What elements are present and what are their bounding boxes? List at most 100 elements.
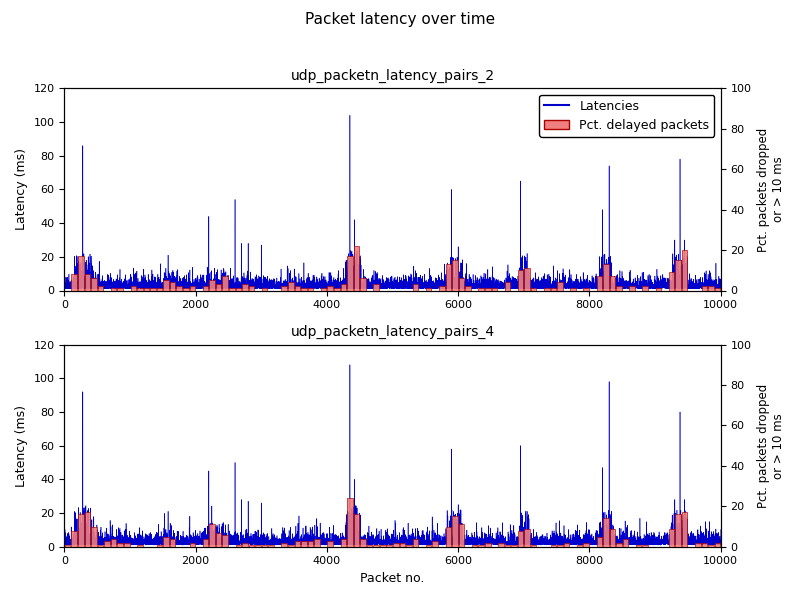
Bar <box>374 545 379 547</box>
Bar <box>202 539 208 547</box>
Bar <box>550 289 556 290</box>
Bar <box>308 541 314 547</box>
Bar <box>157 289 162 290</box>
Bar <box>118 542 123 547</box>
Bar <box>170 283 175 290</box>
Bar <box>714 289 720 290</box>
Bar <box>583 289 589 290</box>
Legend: Latencies, Pct. delayed packets: Latencies, Pct. delayed packets <box>539 95 714 137</box>
Bar <box>163 536 169 547</box>
Bar <box>452 260 458 290</box>
X-axis label: Packet no.: Packet no. <box>360 572 425 585</box>
Bar <box>157 545 162 547</box>
Bar <box>144 289 150 290</box>
Bar <box>708 286 714 290</box>
Bar <box>177 286 182 290</box>
Bar <box>386 545 392 547</box>
Bar <box>557 283 562 290</box>
Bar <box>124 542 130 547</box>
Bar <box>550 545 556 547</box>
Bar <box>446 264 451 290</box>
Bar <box>439 286 445 290</box>
Bar <box>452 517 458 547</box>
Bar <box>314 539 320 547</box>
Bar <box>472 545 478 547</box>
Bar <box>603 518 609 547</box>
Bar <box>406 545 412 547</box>
Bar <box>242 284 248 290</box>
Bar <box>85 274 90 290</box>
Bar <box>190 286 195 290</box>
Bar <box>466 286 471 290</box>
Bar <box>249 286 254 290</box>
Bar <box>262 289 267 290</box>
Bar <box>458 524 464 547</box>
Bar <box>118 289 123 290</box>
Bar <box>485 289 490 290</box>
Bar <box>360 539 366 547</box>
Bar <box>367 545 372 547</box>
Bar <box>511 545 517 547</box>
Bar <box>478 289 484 290</box>
Bar <box>354 514 359 547</box>
Bar <box>603 264 609 290</box>
Bar <box>301 541 306 547</box>
Bar <box>380 545 386 547</box>
Bar <box>426 545 431 547</box>
Bar <box>98 286 103 290</box>
Bar <box>360 278 366 290</box>
Y-axis label: Pct. packets dropped
or > 10 ms: Pct. packets dropped or > 10 ms <box>757 383 785 508</box>
Bar <box>111 539 117 547</box>
Bar <box>222 535 228 547</box>
Bar <box>242 542 248 547</box>
Bar <box>334 289 339 290</box>
Bar <box>268 545 274 547</box>
Bar <box>655 289 661 290</box>
Bar <box>137 289 142 290</box>
Bar <box>544 289 550 290</box>
Bar <box>98 545 103 547</box>
Bar <box>636 545 642 547</box>
Bar <box>288 283 294 290</box>
Bar <box>478 545 484 547</box>
Bar <box>491 289 497 290</box>
Bar <box>702 542 707 547</box>
Bar <box>642 286 648 290</box>
Bar <box>446 527 451 547</box>
Bar <box>630 286 635 290</box>
Bar <box>78 256 84 290</box>
Bar <box>341 539 346 547</box>
Bar <box>518 270 523 290</box>
Bar <box>294 541 300 547</box>
Bar <box>71 274 77 290</box>
Bar <box>583 542 589 547</box>
Bar <box>675 260 681 290</box>
Bar <box>485 542 490 547</box>
Bar <box>564 542 570 547</box>
Bar <box>137 545 142 547</box>
Bar <box>498 542 504 547</box>
Bar <box>294 286 300 290</box>
Bar <box>65 545 70 547</box>
Bar <box>150 289 156 290</box>
Bar <box>91 278 97 290</box>
Bar <box>71 530 77 547</box>
Bar <box>111 289 117 290</box>
Bar <box>216 284 222 290</box>
Bar <box>531 289 537 290</box>
Bar <box>708 545 714 547</box>
Bar <box>91 527 97 547</box>
Bar <box>695 542 701 547</box>
Bar <box>531 545 537 547</box>
Bar <box>433 541 438 547</box>
Bar <box>669 529 674 547</box>
Bar <box>524 529 530 547</box>
Bar <box>577 545 582 547</box>
Bar <box>524 268 530 290</box>
Bar <box>216 533 222 547</box>
Bar <box>610 277 615 290</box>
Bar <box>327 286 333 290</box>
Bar <box>413 539 418 547</box>
Bar <box>78 514 84 547</box>
Bar <box>426 289 431 290</box>
